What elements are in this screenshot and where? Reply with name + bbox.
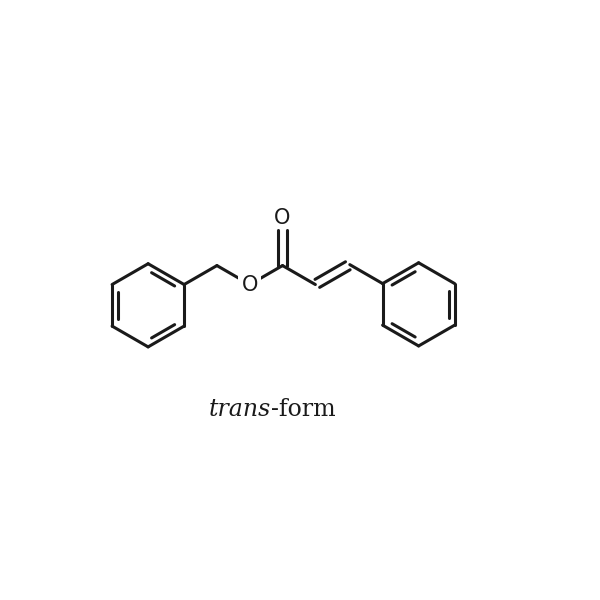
Text: O: O (242, 275, 258, 295)
Text: -form: -form (271, 398, 336, 421)
Text: O: O (274, 208, 291, 228)
Text: trans: trans (208, 398, 271, 421)
